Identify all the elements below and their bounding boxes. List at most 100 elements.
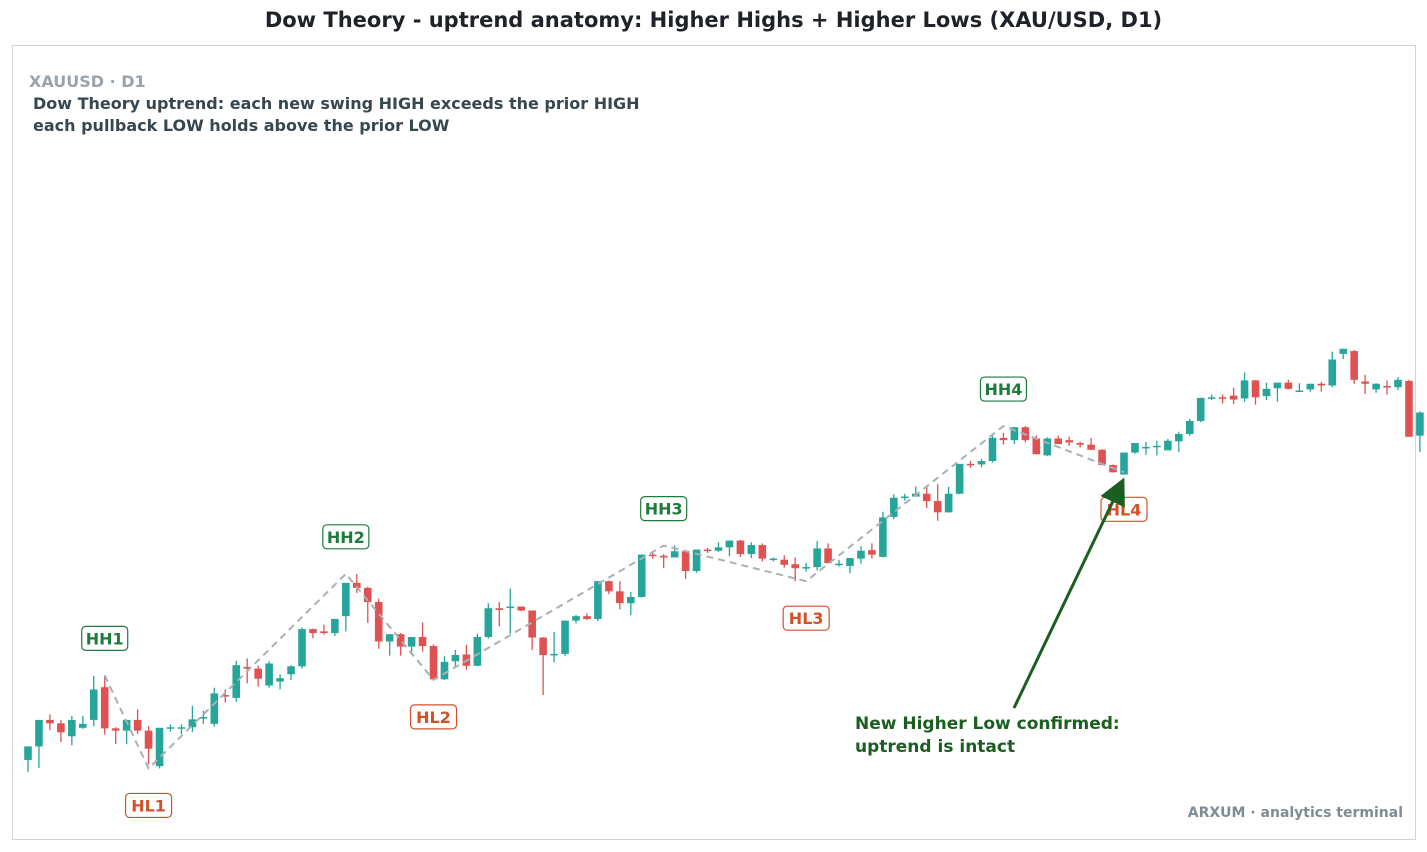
candle-body bbox=[385, 634, 394, 642]
candle-body bbox=[736, 540, 745, 555]
swing-label-hh1: HH1 bbox=[81, 625, 129, 651]
candle-body bbox=[133, 719, 142, 731]
candle-body bbox=[605, 581, 613, 592]
ticker-label: XAUUSD · D1 bbox=[29, 72, 146, 91]
candle-body bbox=[1306, 383, 1315, 390]
candle-body bbox=[517, 606, 525, 611]
candle-body bbox=[1153, 445, 1161, 448]
candle-body bbox=[550, 653, 558, 656]
candle-body bbox=[879, 517, 887, 557]
candle-body bbox=[374, 602, 383, 642]
candle-body bbox=[572, 616, 580, 621]
candle-body bbox=[1065, 440, 1073, 443]
candle-body bbox=[440, 661, 449, 680]
candle-body bbox=[24, 746, 32, 760]
candle-body bbox=[1043, 438, 1052, 456]
chart-frame bbox=[12, 45, 1416, 840]
candle-body bbox=[966, 463, 975, 466]
candle-body bbox=[627, 596, 635, 604]
candle-body bbox=[495, 608, 504, 610]
candle-body bbox=[1098, 449, 1106, 465]
candle-body bbox=[1350, 351, 1358, 380]
candle-body bbox=[868, 550, 876, 555]
candle-body bbox=[1076, 442, 1084, 445]
candle-body bbox=[1175, 433, 1183, 442]
candle-body bbox=[1251, 380, 1260, 398]
candle-body bbox=[769, 558, 778, 561]
candle-body bbox=[802, 567, 810, 569]
candle-body bbox=[692, 549, 701, 572]
annotation-text-line2: uptrend is intact bbox=[855, 737, 1015, 757]
chart-title: Dow Theory - uptrend anatomy: Higher Hig… bbox=[264, 8, 1163, 32]
candle-body bbox=[1394, 379, 1402, 388]
candle-body bbox=[922, 493, 931, 502]
candle-body bbox=[473, 637, 482, 666]
candle-body bbox=[232, 665, 241, 698]
candle-body bbox=[1196, 397, 1205, 421]
candle-body bbox=[1032, 438, 1041, 455]
svg-text:HH3: HH3 bbox=[645, 500, 683, 519]
candle-body bbox=[944, 493, 953, 513]
candle-body bbox=[1273, 382, 1282, 389]
candle-body bbox=[1328, 359, 1337, 386]
swing-label-hh4: HH4 bbox=[979, 376, 1028, 402]
candle-body bbox=[221, 695, 230, 697]
candle-body bbox=[188, 719, 197, 728]
candle-body bbox=[100, 687, 109, 729]
candle-body bbox=[331, 618, 339, 634]
candle-body bbox=[747, 545, 756, 555]
candle-body bbox=[276, 678, 284, 682]
candle-body bbox=[122, 719, 131, 731]
candle-body bbox=[407, 637, 416, 647]
candle-body bbox=[298, 629, 306, 667]
candle-body bbox=[703, 549, 712, 552]
svg-text:HL1: HL1 bbox=[131, 796, 166, 815]
candle-body bbox=[648, 554, 657, 557]
swing-label-hh3: HH3 bbox=[640, 496, 688, 522]
candle-body bbox=[1010, 427, 1019, 441]
candle-body bbox=[791, 564, 799, 569]
candle-body bbox=[396, 634, 405, 647]
candle-body bbox=[57, 723, 65, 733]
candle-body bbox=[177, 727, 186, 729]
candle-body bbox=[144, 730, 153, 749]
candle-body bbox=[681, 551, 690, 572]
candle-body bbox=[857, 550, 865, 559]
candle-body bbox=[659, 555, 668, 558]
svg-text:HL3: HL3 bbox=[789, 609, 824, 628]
branding: ARXUM · analytics terminal bbox=[1187, 805, 1403, 821]
candle-body bbox=[1207, 397, 1216, 399]
candle-body bbox=[835, 563, 843, 566]
candle-body bbox=[46, 719, 54, 724]
candle-body bbox=[1383, 386, 1391, 388]
candle-body bbox=[637, 554, 646, 597]
candle-body bbox=[594, 581, 602, 619]
candle-body bbox=[1262, 388, 1271, 397]
candles-layer bbox=[24, 348, 1424, 772]
candle-body bbox=[846, 558, 854, 566]
annotation-arrow bbox=[1012, 477, 1125, 709]
candle-body bbox=[89, 689, 98, 720]
candle-body bbox=[35, 719, 43, 747]
candle-body bbox=[813, 548, 821, 568]
candle-body bbox=[1361, 381, 1369, 384]
candle-body bbox=[977, 461, 986, 465]
candle-body bbox=[1164, 440, 1172, 451]
candle-body bbox=[1087, 444, 1095, 450]
candle-body bbox=[166, 727, 175, 729]
candle-body bbox=[1131, 442, 1139, 453]
svg-text:HH1: HH1 bbox=[86, 629, 124, 648]
candle-body bbox=[68, 719, 76, 737]
candle-body bbox=[363, 587, 372, 603]
candle-body bbox=[1295, 390, 1304, 393]
candle-body bbox=[429, 646, 438, 680]
svg-text:HL2: HL2 bbox=[416, 708, 451, 727]
candle-body bbox=[254, 668, 262, 679]
candle-body bbox=[890, 497, 898, 517]
candle-body bbox=[955, 463, 964, 494]
candle-body bbox=[758, 545, 767, 559]
candle-body bbox=[320, 631, 328, 634]
swing-line-layer bbox=[103, 424, 1125, 771]
candle-body bbox=[670, 551, 679, 558]
candle-body bbox=[1339, 348, 1347, 354]
